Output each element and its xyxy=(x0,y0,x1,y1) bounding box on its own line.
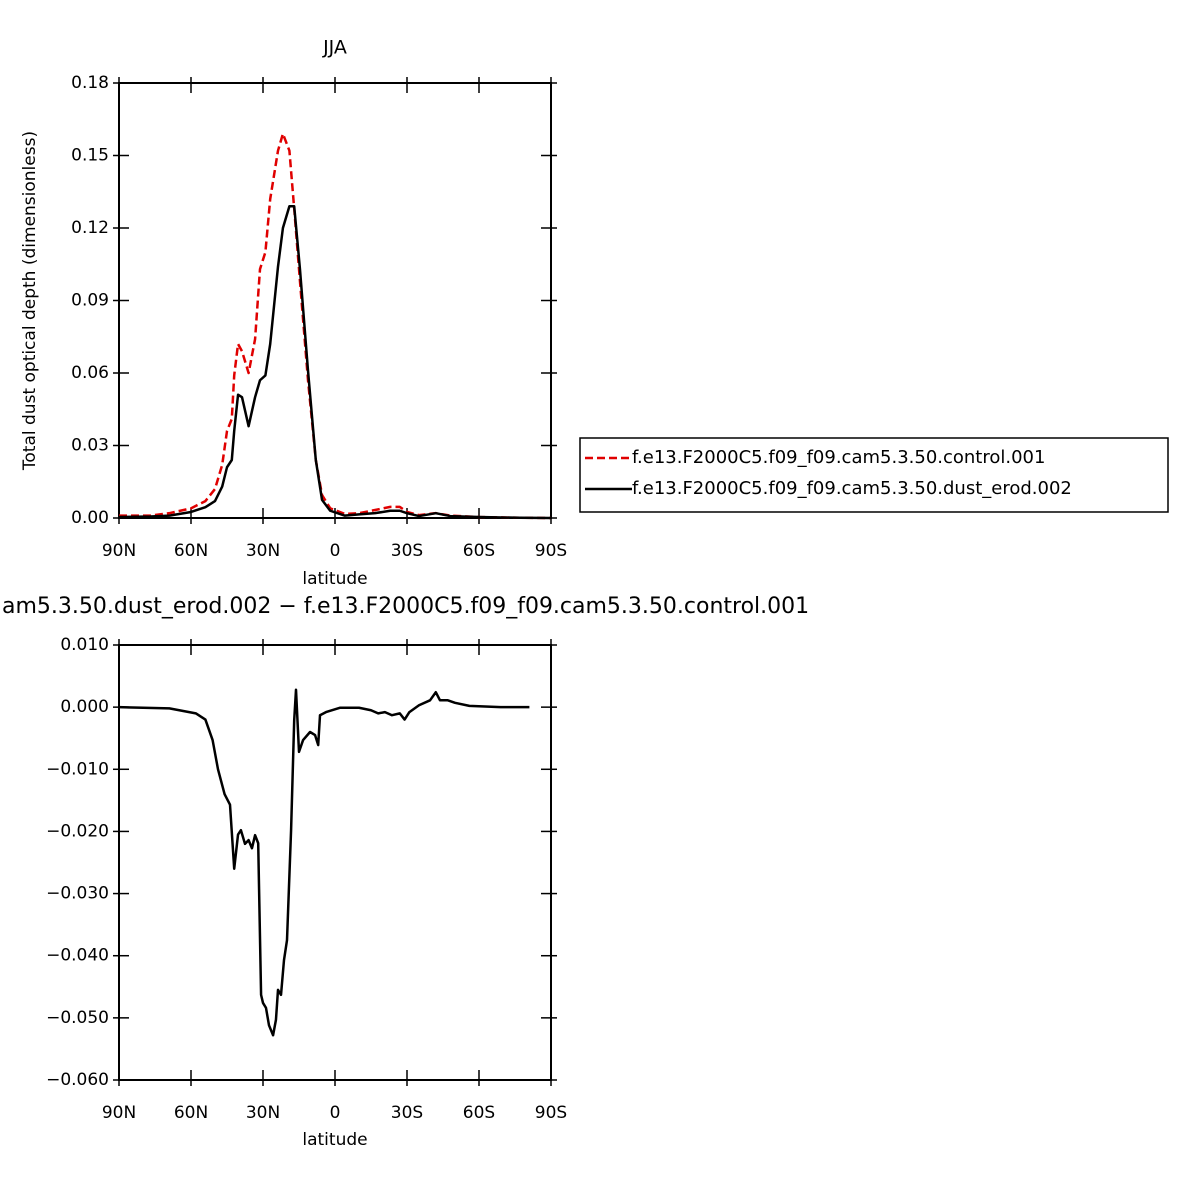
y-tick-label: −0.040 xyxy=(46,946,109,966)
y-tick-label: 0.09 xyxy=(71,291,109,311)
data-line xyxy=(118,688,530,1037)
y-tick-label: −0.010 xyxy=(46,759,109,779)
legend-label: f.e13.F2000C5.f09_f09.cam5.3.50.control.… xyxy=(632,447,1045,468)
data-line xyxy=(119,132,552,520)
y-tick-label: 0.000 xyxy=(60,697,109,717)
x-tick-label: 60S xyxy=(463,1103,495,1123)
x-tick-label: 60N xyxy=(174,541,208,561)
x-tick-label: 30S xyxy=(391,541,423,561)
x-tick-label: 60S xyxy=(463,541,495,561)
y-tick-label: 0.15 xyxy=(71,146,109,166)
data-line xyxy=(118,205,552,520)
x-tick-label: 90N xyxy=(102,1103,136,1123)
x-tick-label: 30S xyxy=(391,1103,423,1123)
y-tick-label: −0.030 xyxy=(46,884,109,904)
chart-title: am5.3.50.dust_erod.002 − f.e13.F2000C5.f… xyxy=(2,594,809,619)
x-tick-label: 30N xyxy=(246,541,280,561)
y-tick-label: 0.12 xyxy=(71,218,109,238)
x-tick-label: 30N xyxy=(246,1103,280,1123)
y-tick-label: 0.18 xyxy=(71,73,109,93)
x-tick-label: 90S xyxy=(535,1103,567,1123)
x-axis-label: latitude xyxy=(302,1130,367,1150)
y-tick-label: −0.050 xyxy=(46,1008,109,1028)
x-axis-label: latitude xyxy=(302,569,367,589)
x-tick-label: 60N xyxy=(174,1103,208,1123)
y-tick-label: −0.020 xyxy=(46,821,109,841)
y-tick-label: 0.03 xyxy=(71,436,109,456)
y-tick-label: 0.00 xyxy=(71,508,109,528)
y-tick-label: 0.010 xyxy=(60,635,109,655)
y-axis-label: Total dust optical depth (dimensionless) xyxy=(20,131,40,471)
plot-frame xyxy=(118,82,552,519)
y-tick-label: −0.060 xyxy=(46,1070,109,1090)
x-tick-label: 0 xyxy=(330,541,341,561)
legend-box xyxy=(579,437,1169,513)
y-tick-label: 0.06 xyxy=(71,363,109,383)
legend-label: f.e13.F2000C5.f09_f09.cam5.3.50.dust_ero… xyxy=(632,478,1072,499)
x-tick-label: 90S xyxy=(535,541,567,561)
x-tick-label: 90N xyxy=(102,541,136,561)
x-tick-label: 0 xyxy=(330,1103,341,1123)
chart-title: JJA xyxy=(322,37,347,59)
